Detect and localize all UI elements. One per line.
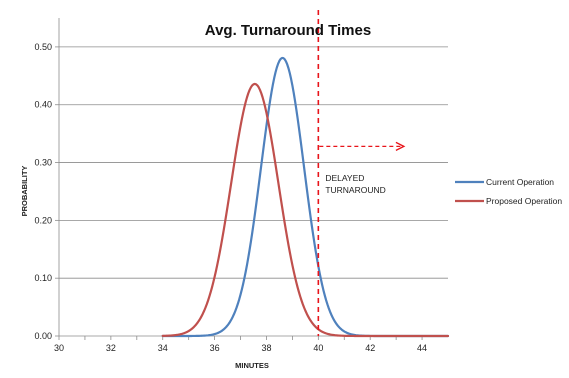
series — [161, 56, 450, 338]
x-tick-label: 36 — [210, 343, 220, 353]
axes: 0.00 0.10 0.20 0.30 0.40 0.50 30 32 34 36 38 40 42 44 — [34, 18, 448, 353]
y-axis-title: PROBABILITY — [20, 166, 29, 217]
x-tick-label: 40 — [313, 343, 323, 353]
series-line-proposed-operation — [161, 82, 450, 338]
y-tick-label: 0.50 — [34, 42, 52, 52]
x-tick-label: 32 — [106, 343, 116, 353]
series-line-current-operation — [161, 56, 450, 338]
grid-lines — [59, 46, 448, 279]
y-tick-label: 0.40 — [34, 100, 52, 110]
x-tick-label: 30 — [54, 343, 64, 353]
delayed-turnaround-label: DELAYED — [325, 173, 364, 183]
legend-label: Current Operation — [486, 177, 554, 187]
y-tick-label: 0.10 — [34, 273, 52, 283]
x-tick-label: 44 — [417, 343, 427, 353]
delayed-arrow-head — [395, 141, 406, 151]
chart-title: Avg. Turnaround Times — [205, 22, 371, 39]
legend-label: Proposed Operation — [486, 196, 562, 206]
x-tick-label: 42 — [365, 343, 375, 353]
x-tick-label: 34 — [158, 343, 168, 353]
y-tick-label: 0.00 — [34, 331, 52, 341]
threshold-marker: DELAYED TURNAROUND — [317, 10, 406, 336]
delayed-turnaround-label: TURNAROUND — [325, 185, 385, 195]
y-tick-label: 0.20 — [34, 215, 52, 225]
legend: Current Operation Proposed Operation — [455, 177, 562, 206]
y-tick-label: 0.30 — [34, 158, 52, 168]
x-axis-title: MINUTES — [235, 361, 269, 370]
x-tick-label: 38 — [261, 343, 271, 353]
